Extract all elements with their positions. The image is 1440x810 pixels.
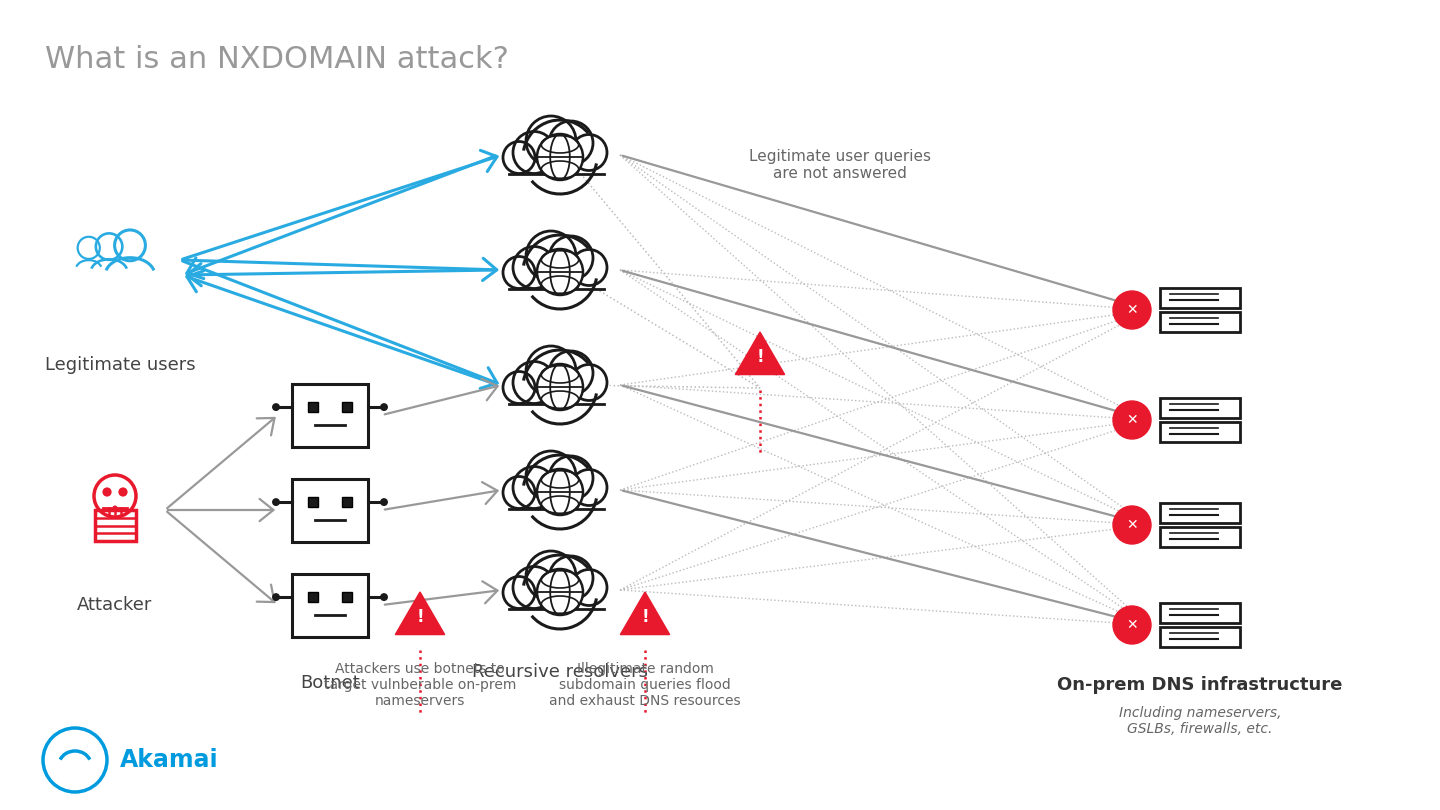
Circle shape (526, 551, 576, 601)
Circle shape (572, 364, 608, 400)
Text: ✕: ✕ (1126, 618, 1138, 632)
FancyBboxPatch shape (308, 497, 318, 507)
FancyBboxPatch shape (1161, 603, 1240, 623)
Circle shape (380, 498, 387, 506)
FancyBboxPatch shape (505, 156, 611, 174)
Circle shape (503, 257, 536, 288)
FancyBboxPatch shape (1161, 628, 1240, 646)
Text: Recursive resolvers: Recursive resolvers (472, 663, 648, 681)
Circle shape (1113, 401, 1151, 439)
Circle shape (549, 556, 593, 600)
Circle shape (537, 569, 583, 615)
Circle shape (526, 231, 576, 281)
Text: ✕: ✕ (1126, 303, 1138, 317)
FancyBboxPatch shape (505, 591, 611, 609)
FancyBboxPatch shape (343, 592, 353, 602)
Polygon shape (396, 592, 445, 634)
Circle shape (572, 134, 608, 170)
Circle shape (572, 249, 608, 285)
Circle shape (1113, 291, 1151, 329)
FancyBboxPatch shape (1161, 399, 1240, 418)
Circle shape (549, 456, 593, 500)
Circle shape (503, 142, 536, 173)
Circle shape (537, 469, 583, 515)
Circle shape (537, 249, 583, 295)
Circle shape (537, 134, 583, 180)
FancyBboxPatch shape (308, 592, 318, 602)
FancyBboxPatch shape (1161, 503, 1240, 522)
FancyBboxPatch shape (292, 573, 367, 637)
Text: Legitimate user queries
are not answered: Legitimate user queries are not answered (749, 149, 932, 181)
Circle shape (272, 403, 279, 411)
Circle shape (102, 488, 112, 497)
Circle shape (537, 364, 583, 410)
FancyBboxPatch shape (343, 402, 353, 412)
Circle shape (272, 593, 279, 601)
Circle shape (549, 121, 593, 165)
FancyBboxPatch shape (292, 383, 367, 446)
Circle shape (380, 593, 387, 601)
FancyBboxPatch shape (505, 491, 611, 509)
Circle shape (513, 131, 554, 173)
Circle shape (503, 372, 536, 403)
Circle shape (272, 498, 279, 506)
Text: Attackers use botnets to
target vulnberable on-prem
nameservers: Attackers use botnets to target vulnbera… (324, 662, 516, 708)
Circle shape (503, 577, 536, 608)
Text: Legitimate users: Legitimate users (45, 356, 196, 374)
Text: Attacker: Attacker (78, 596, 153, 614)
Circle shape (513, 566, 554, 608)
Text: !: ! (641, 608, 649, 625)
Text: On-prem DNS infrastructure: On-prem DNS infrastructure (1057, 676, 1342, 694)
FancyBboxPatch shape (505, 271, 611, 289)
Circle shape (526, 451, 576, 501)
Text: Including nameservers,
GSLBs, firewalls, etc.: Including nameservers, GSLBs, firewalls,… (1119, 706, 1282, 736)
Text: ✕: ✕ (1126, 518, 1138, 532)
FancyBboxPatch shape (1161, 527, 1240, 547)
Circle shape (572, 569, 608, 606)
FancyBboxPatch shape (1161, 422, 1240, 441)
FancyBboxPatch shape (1161, 313, 1240, 331)
FancyBboxPatch shape (505, 386, 611, 404)
Text: Akamai: Akamai (120, 748, 219, 772)
Circle shape (1113, 606, 1151, 644)
Circle shape (526, 346, 576, 396)
Polygon shape (621, 592, 670, 634)
Circle shape (513, 467, 554, 509)
Circle shape (112, 505, 118, 510)
Circle shape (1113, 506, 1151, 544)
Text: Illegitimate random
subdomain queries flood
and exhaust DNS resources: Illegitimate random subdomain queries fl… (549, 662, 740, 708)
Circle shape (513, 361, 554, 403)
Circle shape (513, 246, 554, 288)
FancyBboxPatch shape (292, 479, 367, 542)
Text: What is an NXDOMAIN attack?: What is an NXDOMAIN attack? (45, 45, 508, 74)
Circle shape (572, 470, 608, 505)
Text: ✕: ✕ (1126, 413, 1138, 427)
FancyBboxPatch shape (308, 402, 318, 412)
Circle shape (549, 351, 593, 395)
Circle shape (503, 476, 536, 509)
Circle shape (380, 403, 387, 411)
Circle shape (549, 236, 593, 280)
FancyBboxPatch shape (343, 497, 353, 507)
Text: !: ! (756, 347, 763, 365)
FancyBboxPatch shape (1161, 288, 1240, 308)
Circle shape (118, 488, 128, 497)
Polygon shape (736, 332, 785, 374)
Text: Botnet: Botnet (300, 674, 360, 692)
Text: !: ! (416, 608, 423, 625)
Circle shape (526, 116, 576, 166)
